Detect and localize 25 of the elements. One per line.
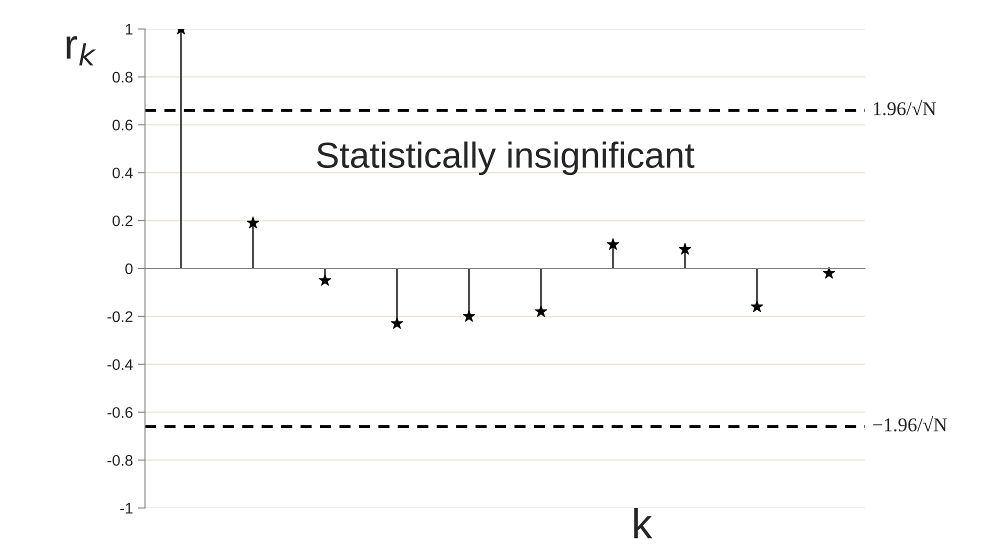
point: [318, 274, 332, 286]
y-tick-label: -0.2: [108, 311, 132, 322]
point: [390, 316, 404, 329]
point: [462, 310, 476, 322]
ref-line-label: −1.96/√N: [873, 416, 947, 432]
point: [606, 238, 620, 250]
x-axis-title: k: [634, 508, 652, 538]
y-tick-label: 0.6: [112, 120, 133, 130]
point: [534, 305, 548, 318]
point: [750, 300, 764, 312]
y-tick-label: 0.2: [112, 215, 132, 226]
y-tick-label: -0.6: [108, 407, 133, 418]
point: [246, 216, 260, 228]
y-axis-title: r$_{k}$: [66, 36, 96, 66]
y-tick-label: -1: [120, 503, 132, 514]
y-tick-label: 0.8: [112, 72, 133, 83]
point: [678, 242, 692, 255]
y-tick-label: -0.8: [108, 454, 133, 466]
y-tick-label: -0.4: [108, 359, 133, 370]
y-tick-label: 0.4: [112, 168, 133, 178]
y-tick-label: 1: [126, 24, 132, 35]
annotation: Statistically insignificant: [316, 142, 694, 176]
ref-line-label: 1.96/√N: [874, 100, 936, 116]
point: [822, 266, 836, 279]
y-tick-label: 0: [125, 263, 133, 274]
